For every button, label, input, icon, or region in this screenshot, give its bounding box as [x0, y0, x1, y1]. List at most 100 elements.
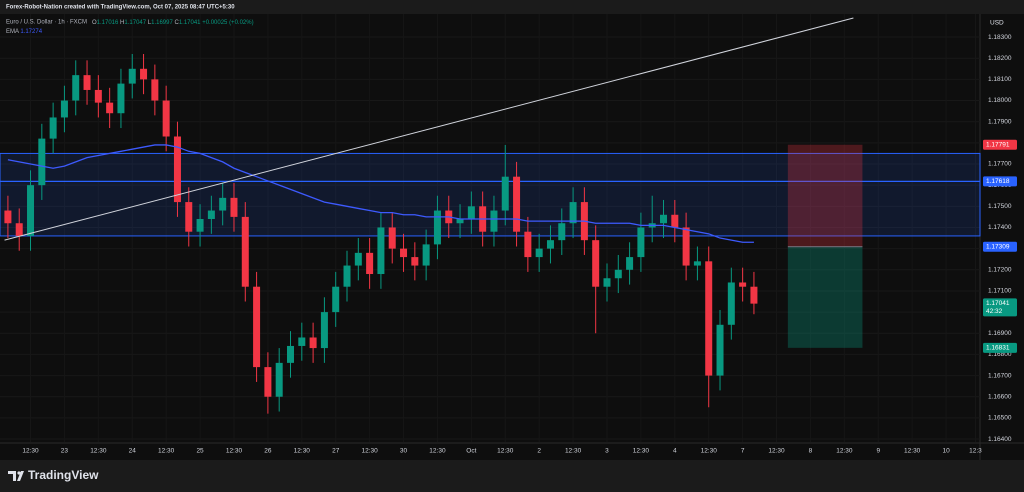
candle-body	[705, 261, 713, 376]
legend-key: L	[148, 20, 152, 26]
y-tick-label: 1.16400	[988, 436, 1012, 443]
price-label: 1.17309	[986, 243, 1010, 250]
candle-body	[230, 197, 238, 217]
x-tick-label: 12:30	[22, 448, 39, 455]
x-tick-label: Oct	[466, 448, 476, 455]
x-tick-label: 4	[673, 448, 677, 455]
legend-change: +0.00025 (+0.02%)	[202, 20, 253, 26]
x-tick-label: 2	[537, 448, 541, 455]
x-tick-label: 12:30	[768, 448, 785, 455]
top-bar	[0, 0, 1024, 14]
candle-body	[422, 244, 430, 266]
candle-body	[83, 75, 91, 90]
y-tick-label: 1.18200	[988, 55, 1012, 62]
y-tick-label: 1.16800	[988, 351, 1012, 358]
candle-body	[264, 367, 272, 397]
chart-title: Forex-Robot-Nation created with TradingV…	[6, 5, 235, 11]
legend-key: H	[120, 20, 124, 26]
candle-body	[27, 185, 35, 236]
candle-body	[592, 240, 600, 287]
x-tick-label: 12:30	[294, 448, 311, 455]
candle-body	[196, 219, 204, 232]
x-tick-label: 12:30	[633, 448, 650, 455]
candle-body	[660, 214, 668, 224]
candle-body	[535, 248, 543, 258]
stop-box	[787, 144, 863, 247]
brand-logo: TradingView	[8, 468, 99, 482]
candle-body	[151, 79, 159, 101]
y-tick-label: 1.18000	[988, 97, 1012, 104]
candle-body	[286, 345, 294, 363]
x-tick-label: 12:30	[361, 448, 378, 455]
candle-body	[343, 265, 351, 287]
legend-value: 1.17047	[124, 20, 146, 26]
x-tick-label: 12:30	[158, 448, 175, 455]
y-tick-label: 1.18300	[988, 34, 1012, 41]
y-tick-label: 1.17200	[988, 267, 1012, 274]
y-tick-label: 1.17100	[988, 288, 1012, 295]
candle-body	[558, 223, 566, 241]
x-tick-label: 26	[264, 448, 272, 455]
x-tick-label: 12:30	[497, 448, 514, 455]
candle-body	[411, 257, 419, 266]
candle-body	[637, 227, 645, 258]
candle-body	[4, 210, 12, 224]
candle-body	[603, 278, 611, 287]
candle-body	[467, 206, 475, 220]
candle-body	[682, 227, 690, 266]
legend-value: 1.17016	[97, 20, 119, 26]
logo-dot	[17, 471, 21, 475]
candle-body	[750, 286, 758, 304]
candle-body	[173, 136, 181, 203]
price-label-box	[983, 342, 1017, 353]
candle-body	[366, 252, 374, 275]
y-tick-label: 1.16500	[988, 415, 1012, 422]
y-tick-label: 1.16700	[988, 372, 1012, 379]
candle-body	[106, 102, 114, 114]
brand-name: TradingView	[28, 468, 99, 482]
candle-body	[320, 312, 328, 349]
candle-body	[614, 269, 622, 279]
candle-body	[253, 286, 261, 368]
x-tick-label: 12:30	[565, 448, 582, 455]
y-tick-label: 1.17900	[988, 118, 1012, 125]
candle-body	[433, 210, 441, 245]
candle-body	[275, 362, 283, 397]
candle-body	[185, 202, 193, 232]
candle-body	[38, 138, 46, 186]
candle-body	[309, 337, 317, 349]
candle-body	[524, 231, 532, 258]
x-tick-label: 12:30	[226, 448, 243, 455]
candle-body	[671, 214, 679, 228]
candle-body	[241, 216, 249, 287]
ema-value: 1.17274	[20, 29, 42, 35]
plot	[0, 14, 981, 442]
currency: USD	[990, 20, 1004, 27]
candle-body	[117, 83, 125, 114]
candle-body	[546, 240, 554, 249]
x-tick-label: 12:30	[429, 448, 446, 455]
legend-key: C	[174, 20, 179, 26]
candle-body	[72, 75, 80, 101]
candle-body	[388, 227, 396, 249]
candle-body	[490, 210, 498, 232]
countdown: 42:32	[986, 308, 1003, 315]
legend-value: 1.16997	[151, 20, 173, 26]
ema-legend: EMA 1.17274	[6, 29, 43, 35]
candle-body	[377, 227, 385, 275]
y-tick-label: 1.17500	[988, 203, 1012, 210]
legend-key: O	[92, 20, 97, 26]
price-label: 1.16831	[986, 345, 1010, 352]
y-tick-label: 1.16900	[988, 330, 1012, 337]
x-tick-label: 23	[61, 448, 69, 455]
x-tick-label: 24	[129, 448, 137, 455]
candle-body	[626, 257, 634, 270]
price-label: 1.17618	[986, 178, 1010, 185]
candle-body	[219, 197, 227, 211]
ema-name: EMA	[6, 29, 19, 35]
target-box	[787, 246, 863, 348]
x-tick-label: 3	[605, 448, 609, 455]
candle-body	[60, 100, 68, 118]
candle-body	[456, 219, 464, 224]
